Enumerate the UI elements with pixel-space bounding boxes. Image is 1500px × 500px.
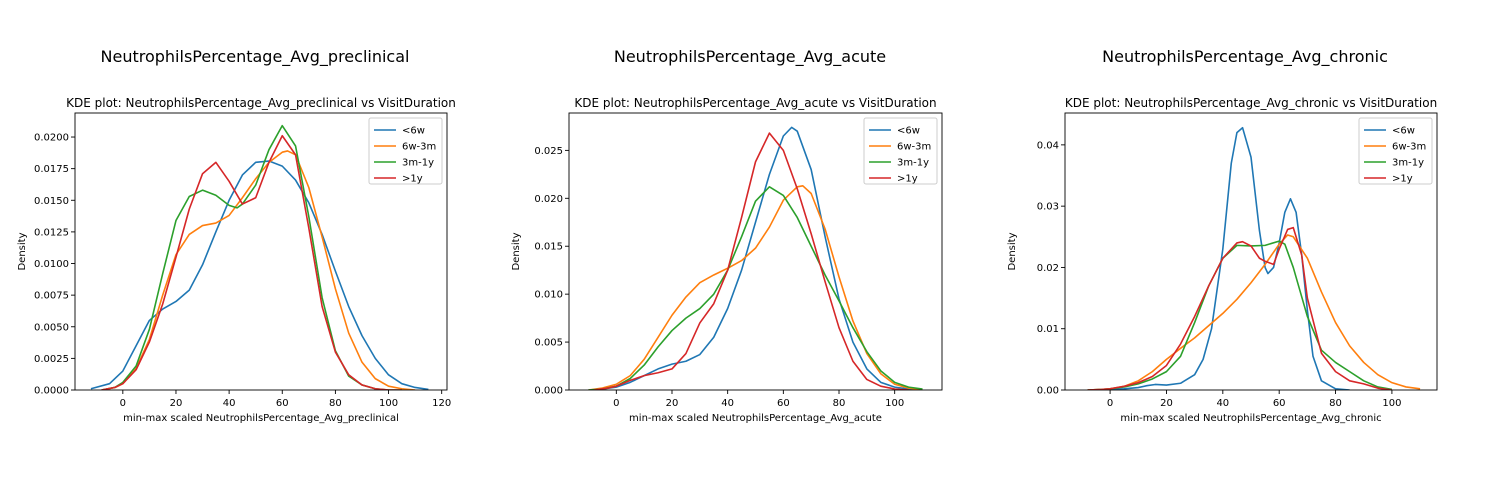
y-axis-label: Density <box>511 232 522 270</box>
x-tick-label: 60 <box>1273 398 1286 409</box>
axes-title: KDE plot: NeutrophilsPercentage_Avg_chro… <box>1065 96 1437 110</box>
y-tick-label: 0.010 <box>534 290 563 301</box>
x-tick-label: 80 <box>1329 398 1342 409</box>
y-axis-label: Density <box>17 232 28 270</box>
legend-label: >1y <box>1392 174 1413 185</box>
y-tick-label: 0.0175 <box>34 164 69 175</box>
y-tick-label: 0.0050 <box>34 322 69 333</box>
x-tick-label: 60 <box>777 398 790 409</box>
legend-label: <6w <box>402 126 425 137</box>
legend: <6w 6w-3m 3m-1y >1y <box>368 117 443 185</box>
y-tick-label: 0.00 <box>1037 386 1059 397</box>
axes-title: KDE plot: NeutrophilsPercentage_Avg_prec… <box>66 96 456 110</box>
y-tick-label: 0.0075 <box>34 291 69 302</box>
x-tick-label: 80 <box>833 398 846 409</box>
y-tick-label: 0.015 <box>534 242 563 253</box>
legend-label: 6w-3m <box>402 142 436 153</box>
legend: <6w 6w-3m 3m-1y >1y <box>1358 117 1433 185</box>
legend-label: <6w <box>897 126 920 137</box>
y-tick-label: 0.0200 <box>34 133 69 144</box>
x-tick-label: 80 <box>329 398 342 409</box>
y-tick-label: 0.0150 <box>34 196 69 207</box>
x-tick-label: 120 <box>432 398 451 409</box>
x-tick-label: 0 <box>613 398 619 409</box>
legend-label: >1y <box>897 174 918 185</box>
figure-title: NeutrophilsPercentage_Avg_chronic <box>1102 47 1388 67</box>
subplot-3: NeutrophilsPercentage_Avg_chronic KDE plo… <box>1007 47 1438 424</box>
x-tick-label: 40 <box>223 398 236 409</box>
axes-frame <box>74 112 448 391</box>
x-tick-label: 60 <box>276 398 289 409</box>
series-line-3m-1y <box>1087 240 1393 390</box>
y-tick-label: 0.04 <box>1037 140 1059 151</box>
x-tick-label: 40 <box>1216 398 1229 409</box>
x-tick-label: 0 <box>1107 398 1113 409</box>
x-tick-label: 100 <box>885 398 904 409</box>
legend-box <box>1358 117 1433 185</box>
y-tick-label: 0.005 <box>534 338 563 349</box>
series-line->1y <box>101 134 402 390</box>
legend-label: 6w-3m <box>1392 142 1426 153</box>
x-tick-label: 100 <box>1382 398 1401 409</box>
legend-label: >1y <box>402 174 423 185</box>
y-axis-label: Density <box>1007 232 1018 270</box>
x-axis-label: min-max scaled NeutrophilsPercentage_Avg… <box>123 413 399 424</box>
figure-title: NeutrophilsPercentage_Avg_acute <box>614 47 886 67</box>
series-line->1y <box>593 132 909 390</box>
x-axis-label: min-max scaled NeutrophilsPercentage_Avg… <box>629 413 882 424</box>
y-tick-label: 0.020 <box>534 194 563 205</box>
figure-title: NeutrophilsPercentage_Avg_preclinical <box>101 47 410 67</box>
subplot-2: NeutrophilsPercentage_Avg_acute KDE plot:… <box>511 47 943 424</box>
axes-title: KDE plot: NeutrophilsPercentage_Avg_acut… <box>574 96 936 110</box>
legend-box <box>368 117 443 185</box>
series-line-3m-1y <box>588 186 923 390</box>
subplot-1: NeutrophilsPercentage_Avg_preclinical KDE… <box>17 47 456 424</box>
legend: <6w 6w-3m 3m-1y >1y <box>863 117 938 185</box>
legend-label: 3m-1y <box>402 158 434 169</box>
y-tick-label: 0.000 <box>534 386 563 397</box>
x-tick-label: 20 <box>170 398 183 409</box>
y-tick-label: 0.025 <box>534 146 563 157</box>
legend-label: 3m-1y <box>897 158 929 169</box>
y-tick-label: 0.02 <box>1037 263 1059 274</box>
x-axis-label: min-max scaled NeutrophilsPercentage_Avg… <box>1120 413 1381 424</box>
axes-frame <box>568 112 943 391</box>
series-line-6w-3m <box>1087 234 1421 390</box>
y-tick-label: 0.0125 <box>34 227 69 238</box>
y-tick-label: 0.01 <box>1037 324 1059 335</box>
legend-box <box>863 117 938 185</box>
x-tick-label: 20 <box>666 398 679 409</box>
series-line->1y <box>1087 226 1393 390</box>
legend-label: <6w <box>1392 126 1415 137</box>
x-tick-label: 0 <box>120 398 126 409</box>
axes-frame <box>1064 112 1438 391</box>
x-tick-label: 100 <box>379 398 398 409</box>
x-tick-label: 20 <box>1160 398 1173 409</box>
y-tick-label: 0.0025 <box>34 354 69 365</box>
legend-label: 3m-1y <box>1392 158 1424 169</box>
y-tick-label: 0.0100 <box>34 259 69 270</box>
y-tick-label: 0.0000 <box>34 386 69 397</box>
series-line-6w-3m <box>101 150 416 390</box>
legend-label: 6w-3m <box>897 142 931 153</box>
x-tick-label: 40 <box>721 398 734 409</box>
y-tick-label: 0.03 <box>1037 202 1059 213</box>
